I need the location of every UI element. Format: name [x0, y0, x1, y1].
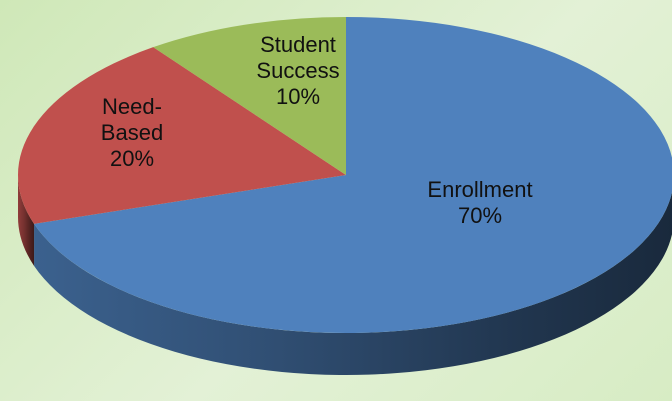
slice-label-student-success: Student Success 10% [256, 32, 339, 109]
slice-label-line: Enrollment [427, 177, 532, 202]
pie-side-need-based [18, 175, 35, 266]
slice-label-need-based: Need-Based 20% [101, 94, 163, 171]
slice-label-line: Need- [102, 94, 162, 119]
pie-side-enrollment [34, 192, 672, 375]
pie-slice-need-based [17, 47, 347, 224]
slice-label-line: 10% [276, 84, 320, 109]
slice-label-line: Student [260, 32, 336, 57]
pie-slice-enrollment [34, 17, 672, 333]
slice-label-line: Success [256, 58, 339, 83]
pie-slice-student-success [153, 17, 346, 175]
slice-label-line: 20% [110, 146, 154, 171]
slice-label-line: 70% [458, 203, 502, 228]
slice-label-enrollment: Enrollment 70% [427, 177, 532, 228]
slice-label-line: Based [101, 120, 163, 145]
